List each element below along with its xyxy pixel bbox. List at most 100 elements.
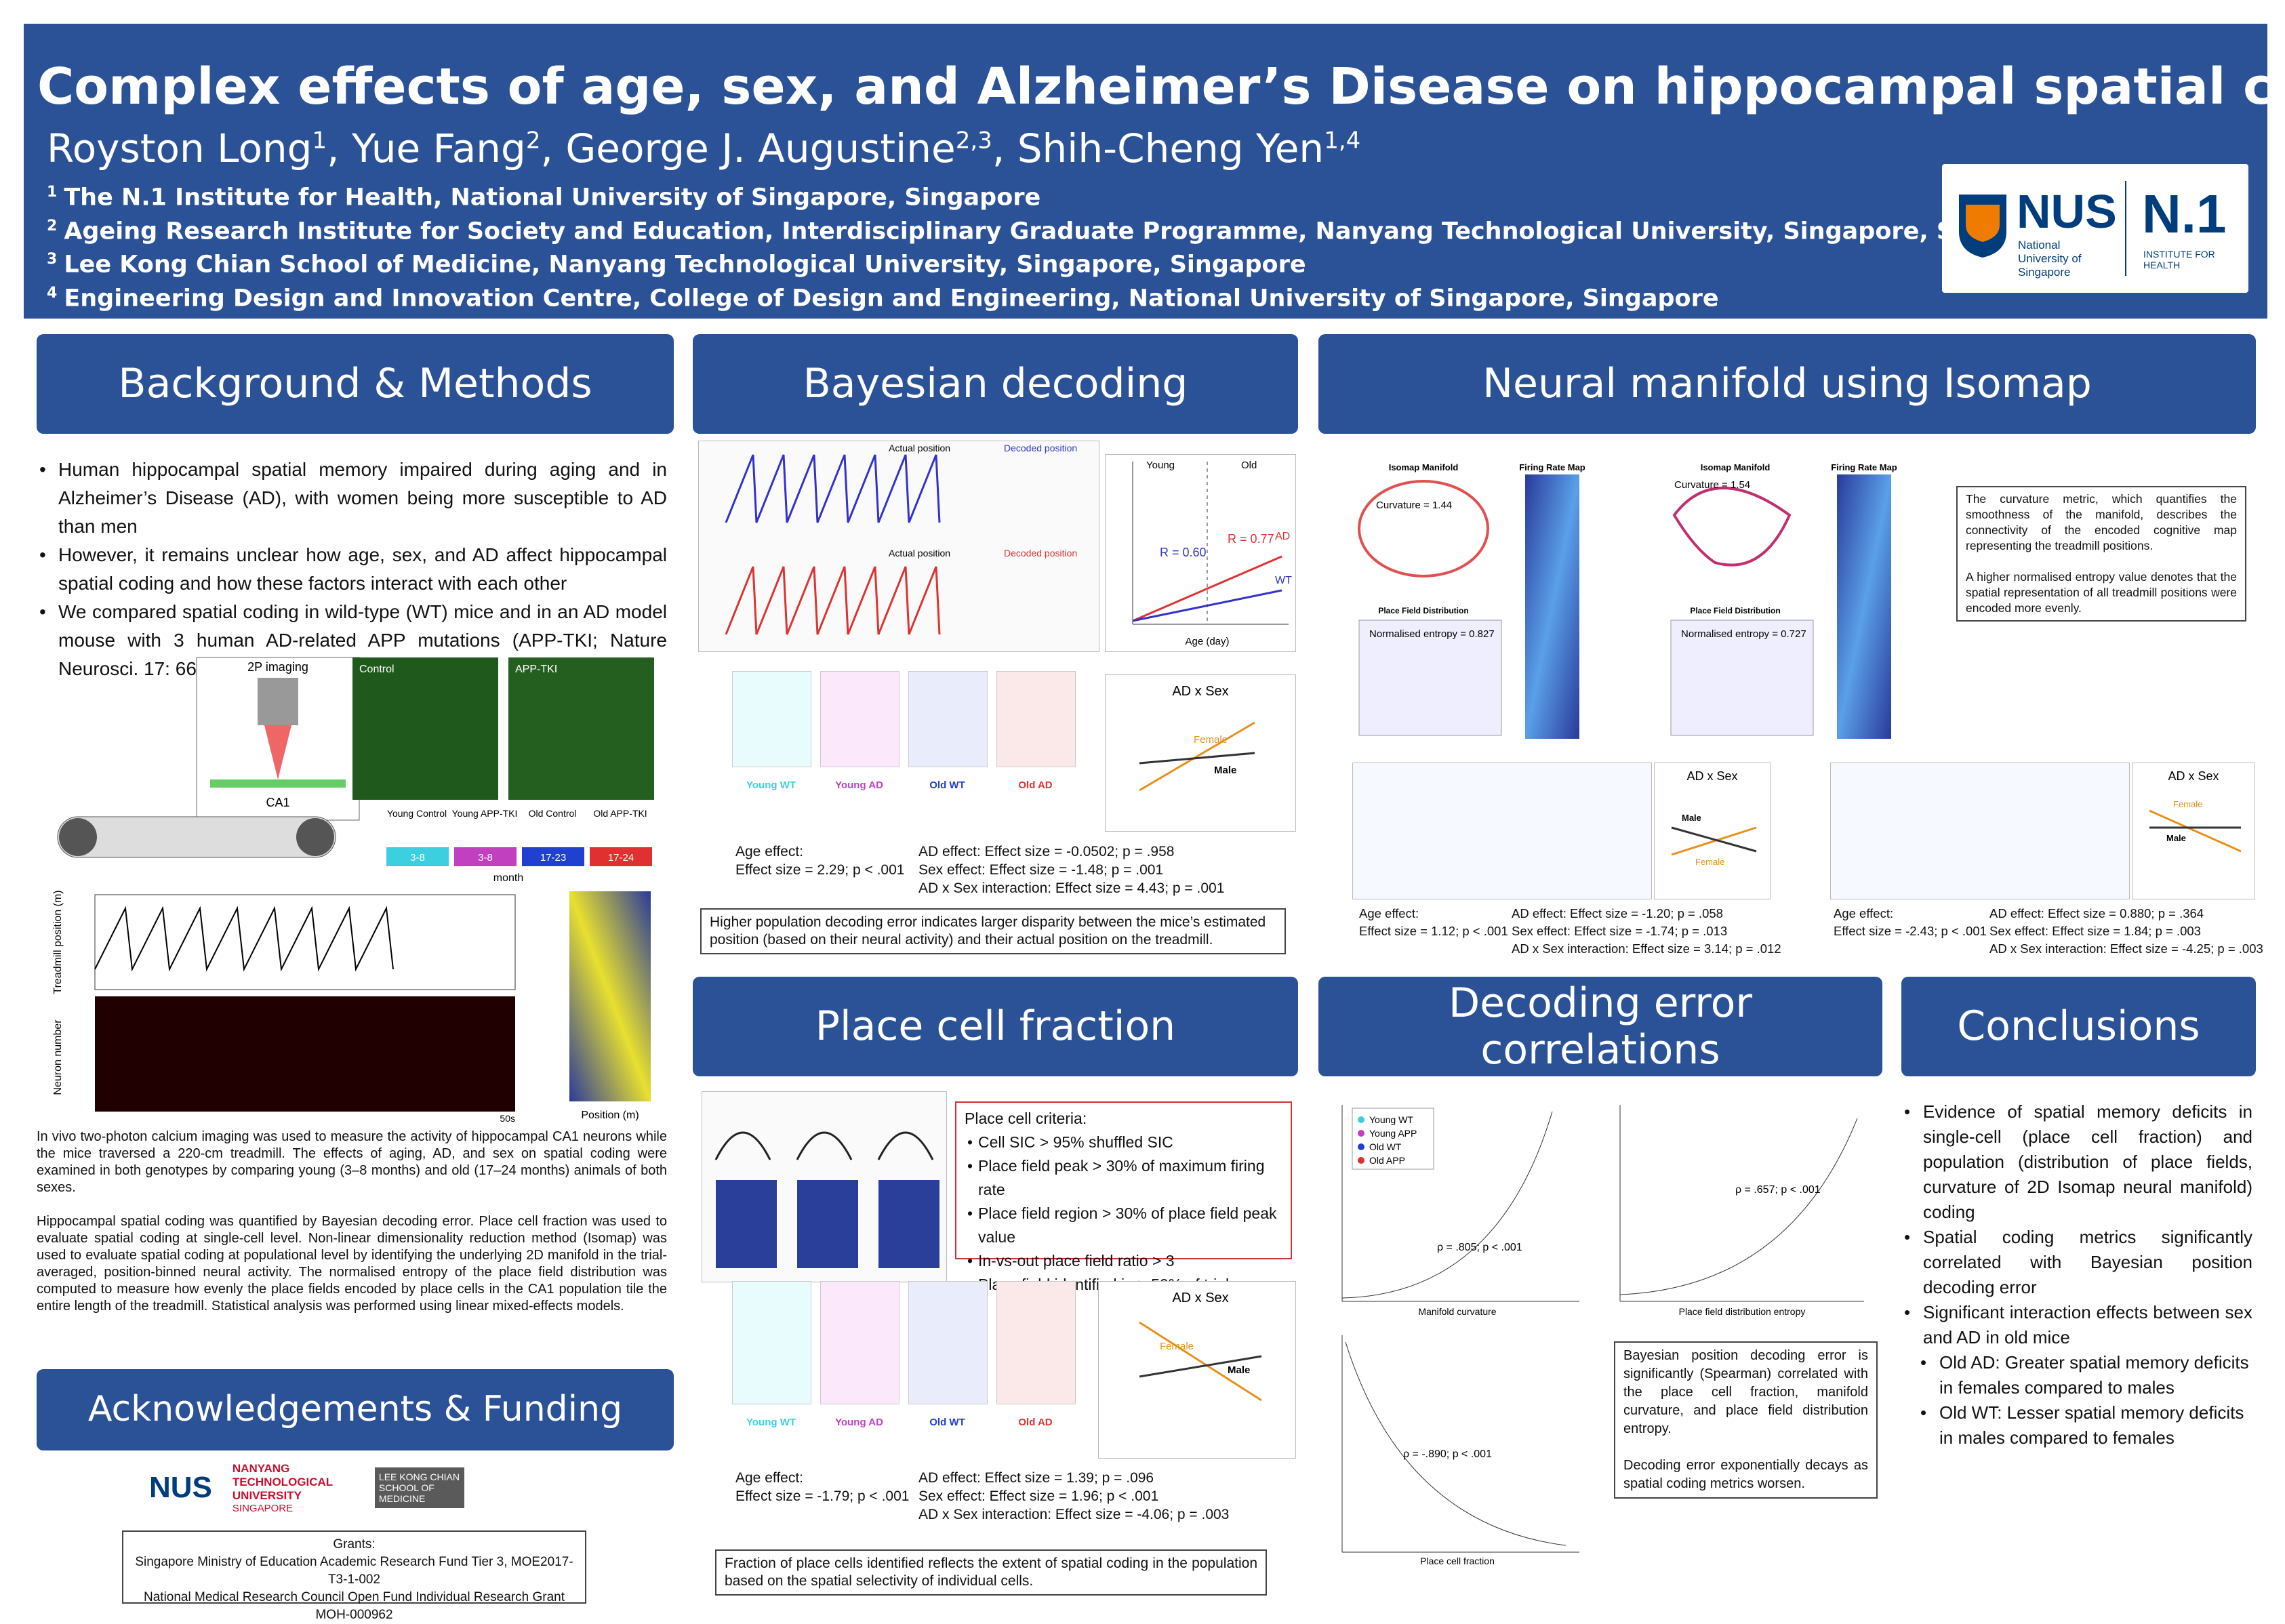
label: Curvature = 1.44 <box>1376 500 1452 511</box>
label: Decoded position <box>1004 548 1077 559</box>
label: AD x Sex <box>2168 769 2219 783</box>
stat-line: Age effect: <box>735 1470 804 1486</box>
label: Isomap Manifold <box>1701 462 1771 472</box>
group-label: Young AD <box>835 1417 883 1428</box>
label: Manifold curvature <box>1418 1306 1496 1317</box>
label: Place cell fraction <box>1420 1556 1495 1566</box>
methods-figure: 2P imaging CA1 Control APP-TKI Young Con… <box>41 651 671 1125</box>
scatter-curvature: ρ = .805; p < .001 Manifold curvature Yo… <box>1341 1105 1579 1317</box>
bar-area <box>732 1281 811 1404</box>
panel-a: Isomap Manifold Curvature = 1.44 Place F… <box>1358 462 1585 739</box>
logo-text: SINGAPORE <box>232 1502 294 1514</box>
group-label: Young WT <box>746 1417 796 1428</box>
stat-line: Effect size = -2.43; p < .001 <box>1834 924 1987 938</box>
age-label: 3-8 <box>478 852 493 864</box>
label: Female <box>2173 799 2202 809</box>
stat-line: Sex effect: Effect size = 1.96; p < .001 <box>918 1488 1159 1504</box>
place-field-examples <box>702 1091 947 1282</box>
note-text: The curvature metric, which quantifies t… <box>1966 492 2237 552</box>
grant: Singapore Ministry of Education Academic… <box>135 1555 573 1587</box>
stat-line: AD x Sex interaction: Effect size = -4.2… <box>1989 941 2263 956</box>
group-label: Young APP-TKI <box>452 808 518 819</box>
sub-bullet: Old WT: Lesser spatial memory deficits i… <box>1918 1400 2252 1450</box>
bullet: Spatial coding metrics significantly cor… <box>1901 1225 2252 1300</box>
grants-title: Grants: <box>333 1537 376 1551</box>
group-arrow <box>522 847 584 866</box>
bar-area <box>820 671 899 767</box>
stat-line: Effect size = 1.12; p < .001 <box>1359 924 1508 938</box>
trace-panel <box>94 894 516 990</box>
conclusions-list: Evidence of spatial memory deficits in s… <box>1901 1099 2252 1450</box>
stats: AD effect: Effect size = 1.39; p = .096 S… <box>918 1469 1229 1524</box>
stat-line: AD x Sex interaction: Effect size = 3.14… <box>1512 941 1781 956</box>
label: Female <box>1194 734 1228 746</box>
group-arrow <box>454 847 517 866</box>
group-arrow <box>386 847 449 866</box>
section-heading: Bayesian decoding <box>693 334 1298 434</box>
decoding-traces: Actual position Decoded position Actual … <box>698 441 1099 652</box>
legend-label: Old APP <box>1369 1155 1405 1166</box>
manifold-art: Isomap Manifold Curvature = 1.44 Place F… <box>1358 462 1897 739</box>
note-box: Bayesian position decoding error is sign… <box>1614 1341 1878 1499</box>
label: Normalised entropy = 0.827 <box>1369 628 1495 640</box>
note-box: The curvature metric, which quantifies t… <box>1956 486 2246 622</box>
trace <box>94 906 394 972</box>
group-label: Young AD <box>835 779 883 791</box>
label: AD x Sex <box>1172 1291 1228 1305</box>
ca1-layer <box>210 779 346 788</box>
label: Place field distribution entropy <box>1679 1306 1806 1317</box>
age-label: 17-24 <box>608 852 634 864</box>
group-label: Old APP-TKI <box>593 808 647 819</box>
label: Curvature = 1.54 <box>1674 479 1750 491</box>
stats: AD effect: Effect size = -1.20; p = .058… <box>1512 905 1781 958</box>
methods-text: In vivo two-photon calcium imaging was u… <box>37 1129 667 1332</box>
label: Female <box>1160 1341 1194 1352</box>
legend-label: Old WT <box>1369 1141 1402 1152</box>
image-control <box>352 657 498 800</box>
author-affil: 2,3 <box>955 127 992 155</box>
author-affil: 2 <box>525 127 541 155</box>
affil-text: Ageing Research Institute for Society an… <box>64 218 2082 245</box>
group-label: Old AD <box>1018 1417 1053 1428</box>
bullet: Evidence of spatial memory deficits in s… <box>1901 1099 2252 1225</box>
affil-num: 1 <box>47 184 58 201</box>
legend-swatch <box>1358 1130 1364 1137</box>
group-label: Old Control <box>529 808 577 819</box>
caption-box: Fraction of place cells identified refle… <box>715 1549 1267 1596</box>
logo: NUS <box>149 1471 212 1504</box>
author: Yue Fang <box>352 125 526 171</box>
label: Male <box>1682 813 1701 823</box>
label: Actual position <box>889 548 950 559</box>
bar-area <box>820 1281 899 1404</box>
stat-line: AD x Sex interaction: Effect size = 4.43… <box>918 880 1225 896</box>
group-arrow <box>590 847 652 866</box>
affiliation: 3 Lee Kong Chian School of Medicine, Nany… <box>47 245 2082 279</box>
interaction-art: AD x Sex Female Male <box>1139 1291 1262 1402</box>
stats: Age effect: Effect size = 1.12; p < .001 <box>1359 905 1508 940</box>
logo-box: NUS National University of Singapore N.1… <box>1942 164 2248 293</box>
age-label: 3-8 <box>410 852 425 864</box>
stat-line: Sex effect: Effect size = -1.48; p = .00… <box>918 862 1164 878</box>
age-scatter: Young Old R = 0.60 R = 0.77 WT AD Age (d… <box>1105 454 1296 652</box>
stat-line: Age effect: <box>735 844 804 859</box>
affil-num: 3 <box>47 251 58 268</box>
paragraph: Hippocampal spatial coding was quantifie… <box>37 1214 667 1314</box>
affiliation: 1 The N.1 Institute for Health, National … <box>47 178 2082 212</box>
stat-line: Sex effect: Effect size = -1.74; p = .01… <box>1512 924 1728 938</box>
label: Isomap Manifold <box>1389 462 1459 472</box>
affiliations: 1 The N.1 Institute for Health, National … <box>47 178 2082 313</box>
bullet: We compared spatial coding in wild-type … <box>37 598 667 683</box>
section-heading: Decoding error correlations <box>1318 977 1882 1076</box>
affiliation: 2 Ageing Research Institute for Society a… <box>47 212 2082 246</box>
affil-text: Engineering Design and Innovation Centre… <box>64 285 1719 312</box>
interaction-art: AD x Sex Female Male <box>1139 684 1255 792</box>
grants: Singapore Ministry of Education Academic… <box>132 1554 577 1624</box>
legend-label: Young WT <box>1369 1114 1413 1125</box>
correlation-art: ρ = .805; p < .001 Manifold curvature Yo… <box>1341 1105 1864 1566</box>
bullet: Human hippocampal spatial memory impaire… <box>37 455 667 541</box>
label: CA1 <box>266 796 289 809</box>
affil-num: 2 <box>47 217 58 235</box>
stat-line: AD effect: Effect size = 1.39; p = .096 <box>918 1470 1154 1486</box>
section-heading: Neural manifold using Isomap <box>1318 334 2256 434</box>
group-label: Young WT <box>746 779 796 791</box>
